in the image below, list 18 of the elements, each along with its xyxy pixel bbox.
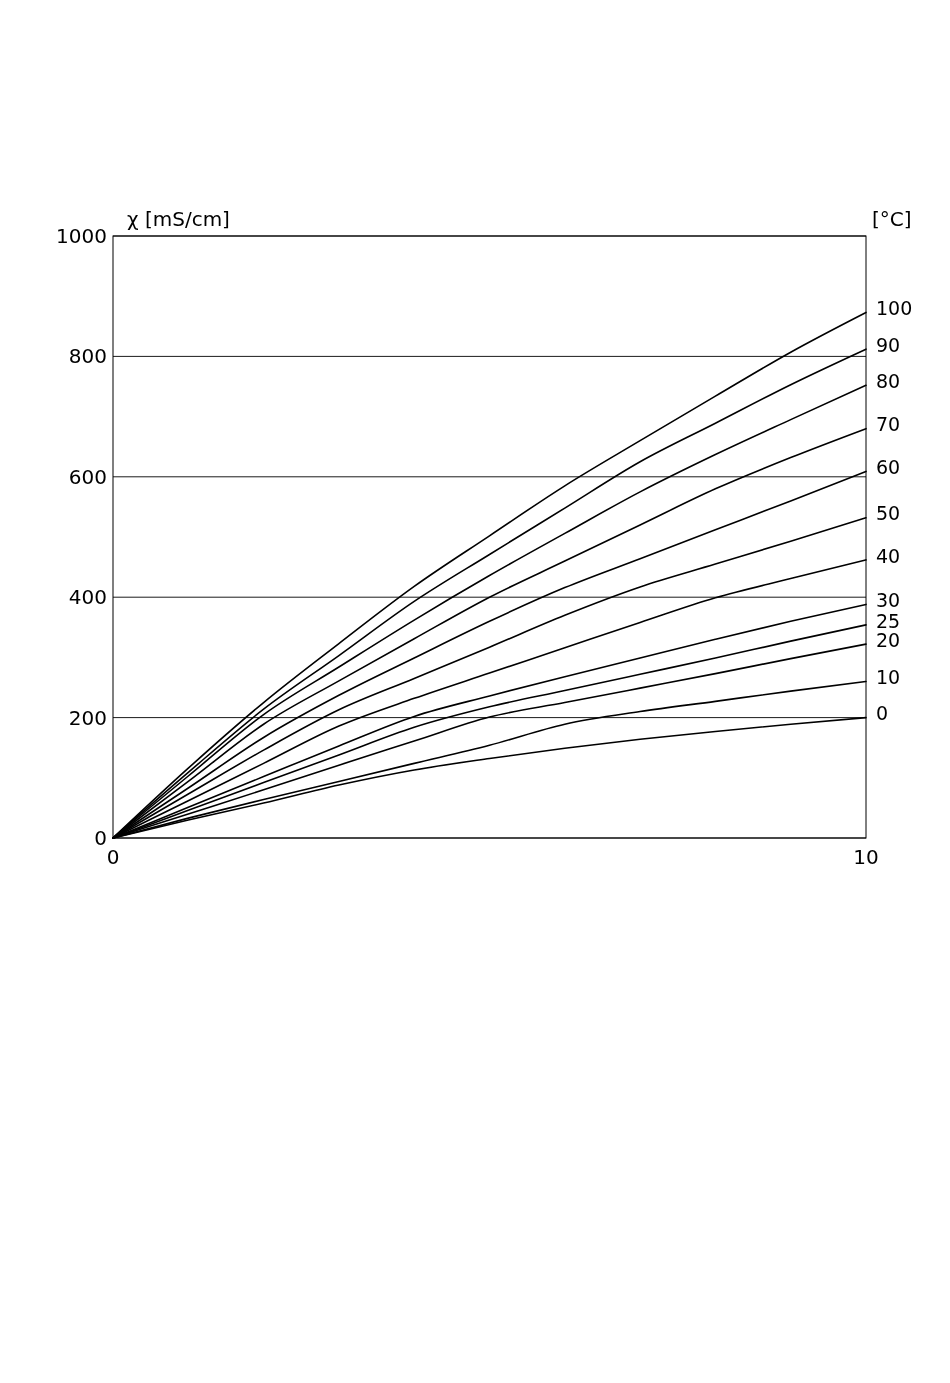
series-label: 50: [876, 502, 901, 525]
y-tick-label: 0: [94, 826, 107, 850]
series-label: 70: [876, 413, 901, 436]
y-tick-label: 1000: [56, 224, 107, 248]
series-label: 90: [876, 333, 901, 356]
y-tick-label: 800: [68, 344, 107, 369]
series-label: 80: [876, 369, 901, 392]
y-tick-label: 400: [68, 585, 107, 610]
series-label: 100: [876, 297, 913, 320]
y-tick-label: 200: [68, 705, 107, 730]
series-label: 60: [876, 456, 901, 479]
legend-title: [°C]: [872, 207, 912, 231]
y-axis-title: χ [mS/cm]: [127, 207, 230, 231]
series-label: 30: [876, 589, 901, 612]
series-label: 10: [876, 666, 901, 689]
series-label: 40: [876, 544, 901, 567]
series-label: 0: [876, 702, 889, 725]
y-tick-label: 600: [68, 464, 107, 489]
